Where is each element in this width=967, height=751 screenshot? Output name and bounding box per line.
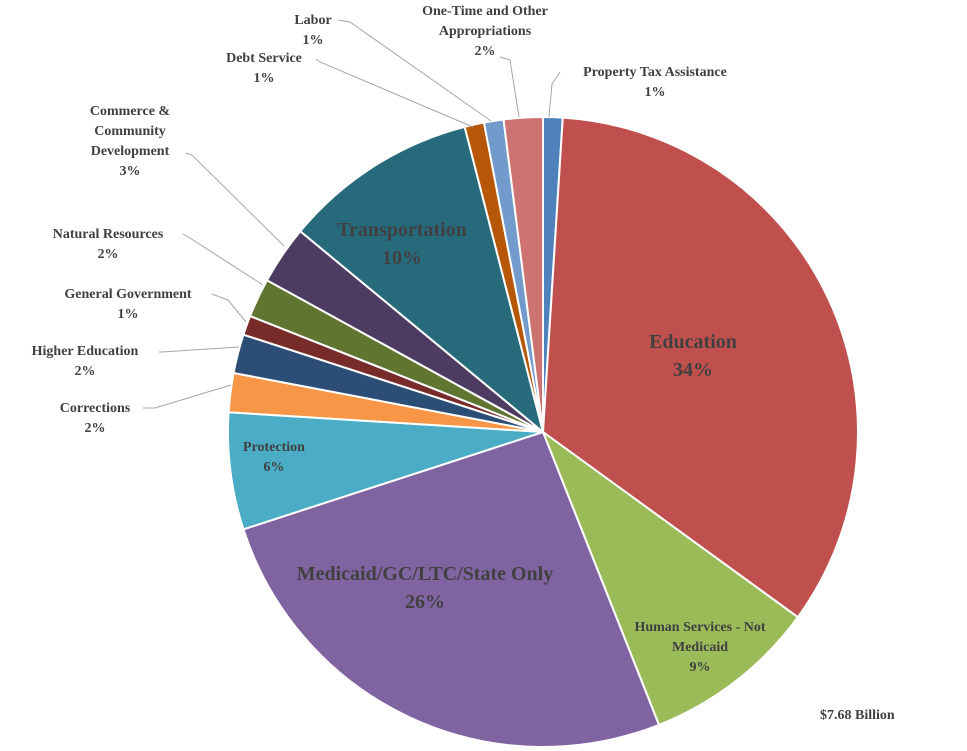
slice-name: General Government [64, 287, 192, 302]
pie-slice [540, 429, 800, 727]
leader-line [185, 152, 285, 247]
slice-name: Labor [294, 13, 332, 28]
slice-name: Transportation [337, 219, 467, 241]
slice-percent: 1% [302, 33, 324, 48]
slice-percent: 2% [74, 364, 96, 379]
slice-name: Debt Service [226, 51, 302, 66]
slice-label: One-Time and Other Appropriations 2% [390, 2, 580, 62]
pie-slice [227, 411, 544, 531]
slice-name: Human Services - Not Medicaid [634, 620, 766, 655]
leader-line [337, 19, 492, 122]
slice-percent: 3% [119, 164, 141, 179]
slice-label: Debt Service 1% [209, 49, 319, 89]
leader-line [499, 56, 520, 118]
slice-percent: 2% [474, 44, 496, 59]
slice-percent: 6% [263, 460, 285, 475]
slice-name: Education [649, 331, 737, 353]
leader-line [159, 346, 240, 353]
slice-name: Corrections [59, 401, 131, 416]
leader-line [548, 71, 561, 118]
slice-label: Higher Education 2% [10, 342, 160, 382]
slice-label: Human Services - Not Medicaid 9% [625, 618, 775, 678]
slice-label: Medicaid/GC/LTC/State Only 26% [275, 560, 575, 616]
leader-line [143, 384, 232, 409]
leader-line [211, 293, 247, 323]
slice-label: Protection 6% [224, 438, 324, 478]
slice-label: Property Tax Assistance 1% [545, 63, 765, 103]
slice-name: Commerce & Community Development [89, 104, 171, 159]
pie-slice [298, 125, 545, 435]
slice-percent: 1% [644, 85, 666, 100]
slice-name: Higher Education [31, 344, 139, 359]
slice-percent: 26% [405, 591, 445, 613]
slice-name: Property Tax Assistance [583, 65, 727, 80]
slice-percent: 10% [382, 247, 422, 269]
slice-percent: 2% [97, 247, 119, 262]
leader-line [315, 58, 474, 128]
slice-label: Natural Resources 2% [28, 225, 188, 265]
slice-percent: 34% [673, 359, 713, 381]
slice-name: Medicaid/GC/LTC/State Only [296, 563, 554, 585]
slice-label: Education 34% [628, 328, 758, 384]
slice-name: Protection [243, 440, 305, 455]
pie-slice [502, 115, 544, 433]
pie-slice [242, 430, 661, 748]
slice-percent: 9% [689, 660, 711, 675]
total-annotation: $7.68 Billion [820, 708, 895, 723]
slice-label: Commerce & Community Development 3% [70, 102, 190, 182]
pie-slice [541, 116, 859, 619]
slice-name: One-Time and Other Appropriations [422, 4, 548, 39]
slice-name: Natural Resources [52, 227, 164, 242]
leader-line [182, 233, 264, 286]
slice-percent: 2% [84, 421, 106, 436]
slice-percent: 1% [117, 307, 139, 322]
slice-label: Transportation 10% [312, 216, 492, 272]
slice-label: Corrections 2% [40, 399, 150, 439]
slice-percent: 1% [253, 71, 275, 86]
slice-label: General Government 1% [43, 285, 213, 325]
slice-label: Labor 1% [283, 11, 343, 51]
